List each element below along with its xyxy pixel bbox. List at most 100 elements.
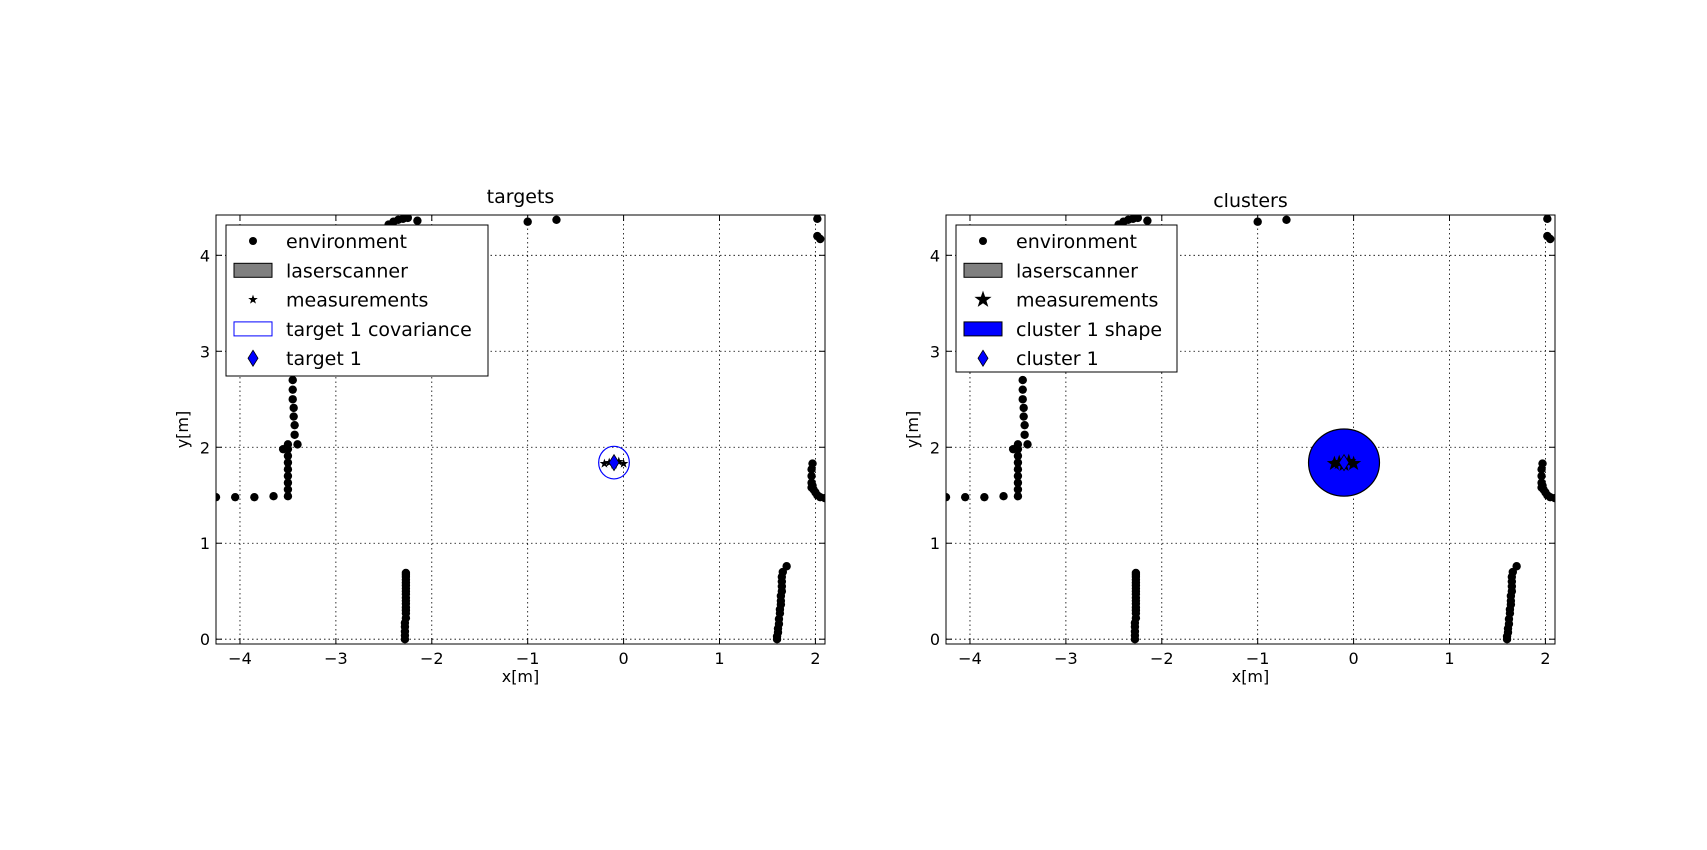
legend-entry: target 1 covariance (233, 319, 472, 341)
y-tick-label: 0 (930, 630, 940, 649)
environment-point (782, 562, 791, 571)
environment-point (813, 215, 822, 224)
environment-point (1013, 471, 1023, 481)
environment-point (269, 492, 278, 501)
legend-frame (225, 224, 489, 377)
y-tick-label: 4 (930, 246, 940, 265)
environment-point (523, 217, 532, 226)
measurement-point (1345, 455, 1362, 471)
environment-point (1537, 471, 1546, 481)
environment-point (290, 430, 299, 439)
legend-label: cluster 1 shape (1016, 319, 1162, 341)
environment-point (413, 216, 422, 225)
environment-point (1538, 459, 1547, 468)
x-tick-label: 0 (1349, 649, 1359, 668)
environment-point (808, 459, 817, 468)
environment-point (820, 493, 825, 503)
environment-point (1133, 215, 1143, 223)
environment-point (283, 471, 293, 481)
environment-point (1253, 217, 1262, 226)
y-tick-label: 1 (200, 534, 210, 553)
legend: environment laserscanner measurements clust… (955, 224, 1178, 373)
legend-label: measurements (286, 290, 428, 312)
environment-point (290, 420, 299, 430)
legend: environment laserscanner measurements targe… (225, 224, 489, 377)
environment-point (289, 412, 298, 421)
environment-point (283, 478, 293, 487)
legend-entry: measurements (248, 290, 428, 312)
environment-point (283, 451, 293, 461)
environment-point (403, 215, 413, 223)
x-tick-label: 0 (619, 649, 629, 668)
environment-point (1013, 440, 1023, 449)
y-axis-label: y[m] (173, 411, 192, 449)
environment-point (1018, 375, 1027, 385)
plot-area (946, 215, 1555, 644)
measurement-point (1341, 453, 1357, 469)
x-tick-label: −1 (1246, 649, 1270, 668)
environment-point (1013, 492, 1023, 501)
legend-target-icon (977, 349, 989, 367)
measurement-point (1326, 455, 1343, 471)
environment-point (1013, 478, 1023, 487)
environment-point (816, 234, 825, 244)
y-tick-label: 4 (200, 246, 210, 265)
legend-covariance-icon (233, 321, 273, 337)
x-tick-label: −2 (420, 649, 444, 668)
environment-point (999, 492, 1008, 501)
legend-label: cluster 1 (1016, 348, 1099, 370)
x-tick-label: 2 (1540, 649, 1550, 668)
measurement-point (599, 458, 610, 468)
legend-entry: measurements (974, 290, 1158, 312)
environment-point (1550, 493, 1555, 503)
x-tick-label: −3 (324, 649, 348, 668)
y-tick-label: 3 (930, 342, 940, 361)
cluster-marker (1338, 453, 1350, 472)
environment-point (293, 440, 302, 449)
chart-title: clusters (1213, 190, 1288, 212)
y-tick-label: 2 (200, 438, 210, 457)
panel-targets: targets x[m] y[m] −4 −3 −2 −1 0 1 2 0 1 2 3 4 enviro… (173, 186, 826, 686)
legend-environment-icon (249, 237, 257, 245)
environment-point (288, 395, 297, 404)
legend-frame (955, 224, 1178, 373)
environment-point (1018, 385, 1027, 394)
environment-point (1512, 562, 1521, 571)
y-tick-label: 1 (930, 534, 940, 553)
y-tick-label: 2 (930, 438, 940, 457)
environment-point (946, 492, 951, 502)
legend-entry: cluster 1 shape (963, 319, 1162, 341)
legend-entry: environment (249, 231, 407, 253)
environment-point (1543, 215, 1552, 224)
environment-point (283, 458, 293, 467)
legend-entry: cluster 1 (977, 348, 1099, 370)
legend-label: target 1 covariance (286, 319, 472, 341)
legend-measurements-icon (974, 290, 992, 307)
legend-label: laserscanner (1016, 260, 1138, 282)
legend-entry: laserscanner (233, 260, 408, 282)
legend-entry: target 1 (247, 348, 362, 370)
legend-target-icon (247, 349, 259, 367)
environment-point (1013, 485, 1023, 494)
environment-point (289, 403, 298, 413)
environment-point (283, 440, 293, 449)
environment-point (250, 492, 259, 502)
x-tick-label: −4 (958, 649, 982, 668)
environment-point (1013, 458, 1023, 467)
legend-environment-icon (979, 237, 987, 245)
plot-area (216, 215, 825, 644)
legend-entry: laserscanner (963, 260, 1138, 282)
environment-point (1546, 234, 1555, 244)
target-marker (608, 453, 620, 472)
environment-point (1013, 451, 1023, 461)
environment-point (1020, 430, 1029, 439)
y-axis-label: y[m] (903, 411, 922, 449)
x-axis-label: x[m] (1232, 667, 1270, 686)
legend-label: target 1 (286, 348, 362, 370)
legend-label: measurements (1016, 290, 1158, 312)
environment-point (216, 492, 221, 502)
environment-point (1143, 216, 1152, 225)
y-tick-label: 3 (200, 342, 210, 361)
chart-title: targets (487, 186, 555, 208)
